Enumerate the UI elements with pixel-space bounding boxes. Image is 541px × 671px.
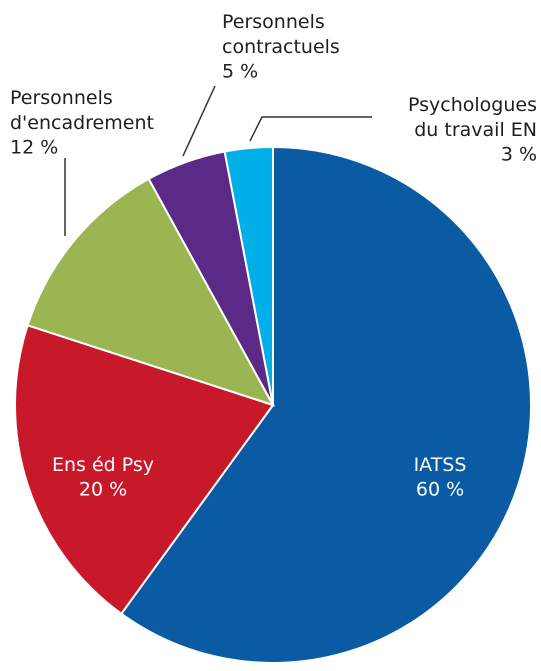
slice-label: Personnels contractuels xyxy=(222,11,340,58)
pie-slice xyxy=(223,145,274,406)
slice-label: Personnels d'encadrement xyxy=(10,87,154,134)
label-line: d'encadrement xyxy=(10,112,154,134)
label-line: du travail EN xyxy=(414,119,537,141)
value-label: 3 % xyxy=(501,144,537,166)
label-line: Personnels xyxy=(222,11,325,33)
pie-slice xyxy=(26,177,276,407)
value-label: 5 % xyxy=(222,61,258,83)
pie-slice xyxy=(119,145,532,664)
value-label: 60 % xyxy=(416,479,464,501)
label-line: Psychologues xyxy=(408,94,537,116)
label-line: Ens éd Psy xyxy=(52,454,154,476)
slice-label: IATSS xyxy=(414,454,467,476)
slice-label: Ens éd Psy xyxy=(52,454,154,476)
label-line: Personnels xyxy=(10,87,113,109)
pie-slice xyxy=(14,324,275,616)
label-line: IATSS xyxy=(414,454,467,476)
leader-line xyxy=(249,116,372,142)
leader-line xyxy=(182,85,216,157)
value-label: 20 % xyxy=(79,479,127,501)
slice-label: Psychologues du travail EN xyxy=(408,94,537,141)
value-label: 12 % xyxy=(10,137,58,159)
label-line: contractuels xyxy=(222,36,340,58)
